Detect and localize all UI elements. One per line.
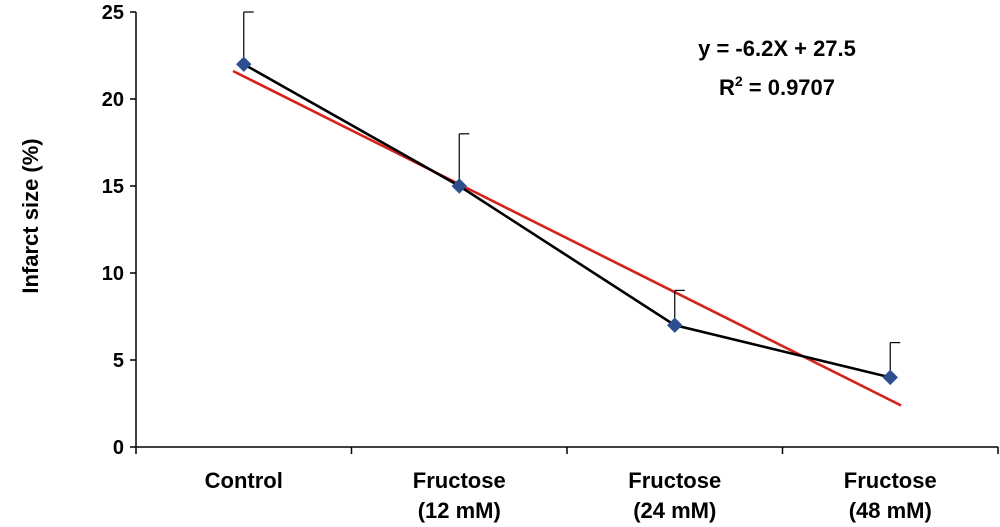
y-tick-label: 15 [102,176,124,198]
series-group [236,11,901,386]
trendline-equation: y = -6.2X + 27.5 [698,36,856,61]
x-tick-label: Control [205,468,283,493]
data-point [451,178,467,194]
data-point [667,317,683,333]
y-tick-label: 10 [102,263,124,285]
r-squared-label: R2 = 0.9707 [719,73,835,100]
trendline-group [232,69,902,407]
data-point [236,56,252,72]
y-tick-label: 25 [102,2,124,24]
y-tick-label: 0 [113,437,124,459]
x-tick-label: Fructose [844,468,937,493]
x-tick-label: (24 mM) [633,498,716,523]
y-axis-title: Infarct size (%) [18,138,43,293]
y-tick-label: 5 [113,350,124,372]
axes: 0 5 10 15 20 25 Control Fructose (12 mM) Fructose… [102,2,999,523]
x-tick-label: Fructose [628,468,721,493]
x-tick-label: (48 mM) [849,498,932,523]
series-line [243,63,891,379]
trendline [232,69,902,407]
x-tick-label: (12 mM) [418,498,501,523]
y-tick-label: 20 [102,89,124,111]
data-point [882,369,898,386]
x-tick-label: Fructose [413,468,506,493]
